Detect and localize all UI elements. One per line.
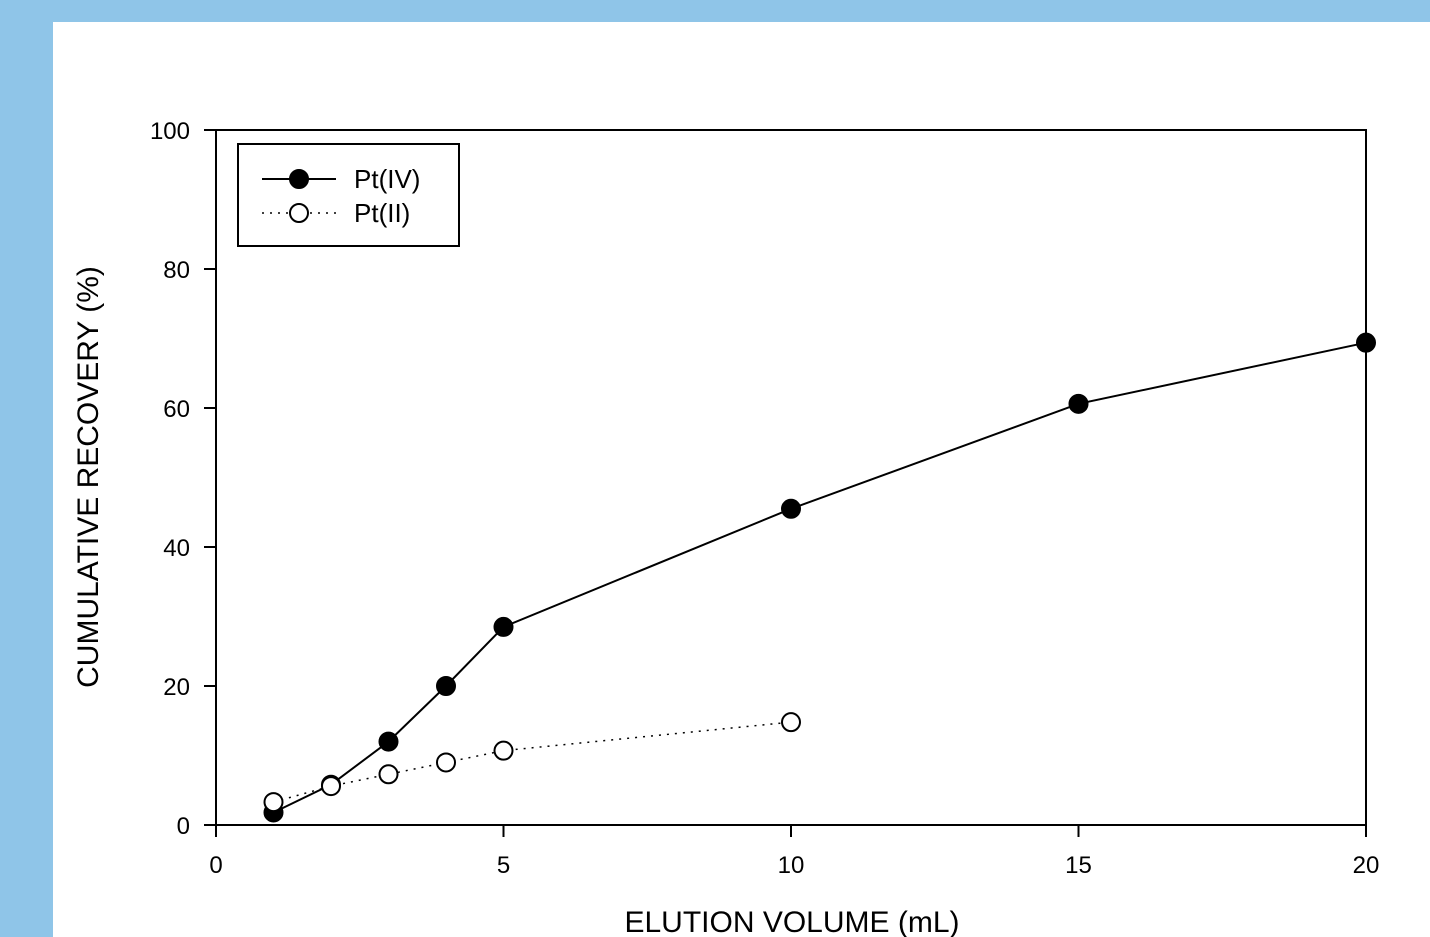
x-tick-label: 15	[1065, 852, 1092, 879]
y-tick-label: 0	[177, 813, 190, 840]
data-point-pt-iv	[378, 731, 399, 752]
plot-area-frame	[215, 129, 1367, 826]
data-point-pt-ii	[493, 740, 514, 761]
y-tick-label: 100	[150, 118, 190, 145]
data-point-pt-ii	[321, 776, 341, 797]
data-point-pt-iv	[1356, 332, 1376, 353]
y-axis-ticks: 0 20 40 60 80 100	[150, 118, 216, 840]
data-point-pt-ii	[378, 764, 399, 785]
data-point-pt-ii	[781, 712, 801, 733]
legend-marker	[289, 203, 309, 223]
legend-marker	[289, 169, 309, 189]
y-tick-label: 20	[163, 674, 190, 701]
y-axis-title: CUMULATIVE RECOVERY (%)	[72, 266, 105, 688]
x-axis-title: ELUTION VOLUME (mL)	[624, 906, 959, 937]
y-tick-label: 60	[163, 396, 190, 423]
x-tick-label: 0	[209, 852, 222, 879]
series-line-pt-ii	[273, 721, 792, 803]
data-point-pt-iv	[781, 498, 801, 519]
data-point-pt-iv	[436, 676, 456, 696]
legend-box	[237, 143, 460, 247]
y-tick-label: 40	[163, 535, 190, 562]
legend-label: Pt(II)	[354, 198, 410, 228]
y-tick-label: 80	[163, 257, 190, 284]
x-tick-label: 5	[497, 852, 510, 879]
data-point-pt-ii	[436, 752, 456, 773]
data-point-pt-ii	[263, 792, 284, 813]
x-axis-ticks: 0 5 10 15 20	[209, 825, 1379, 879]
series-layer	[263, 332, 1376, 823]
x-tick-label: 10	[778, 852, 805, 879]
legend: Pt(IV) Pt(II)	[237, 143, 460, 247]
legend-label: Pt(IV)	[354, 164, 420, 194]
x-tick-label: 20	[1353, 852, 1380, 879]
series-line-pt-iv	[273, 341, 1367, 814]
data-point-pt-iv	[1068, 393, 1089, 414]
data-point-pt-iv	[493, 616, 514, 637]
